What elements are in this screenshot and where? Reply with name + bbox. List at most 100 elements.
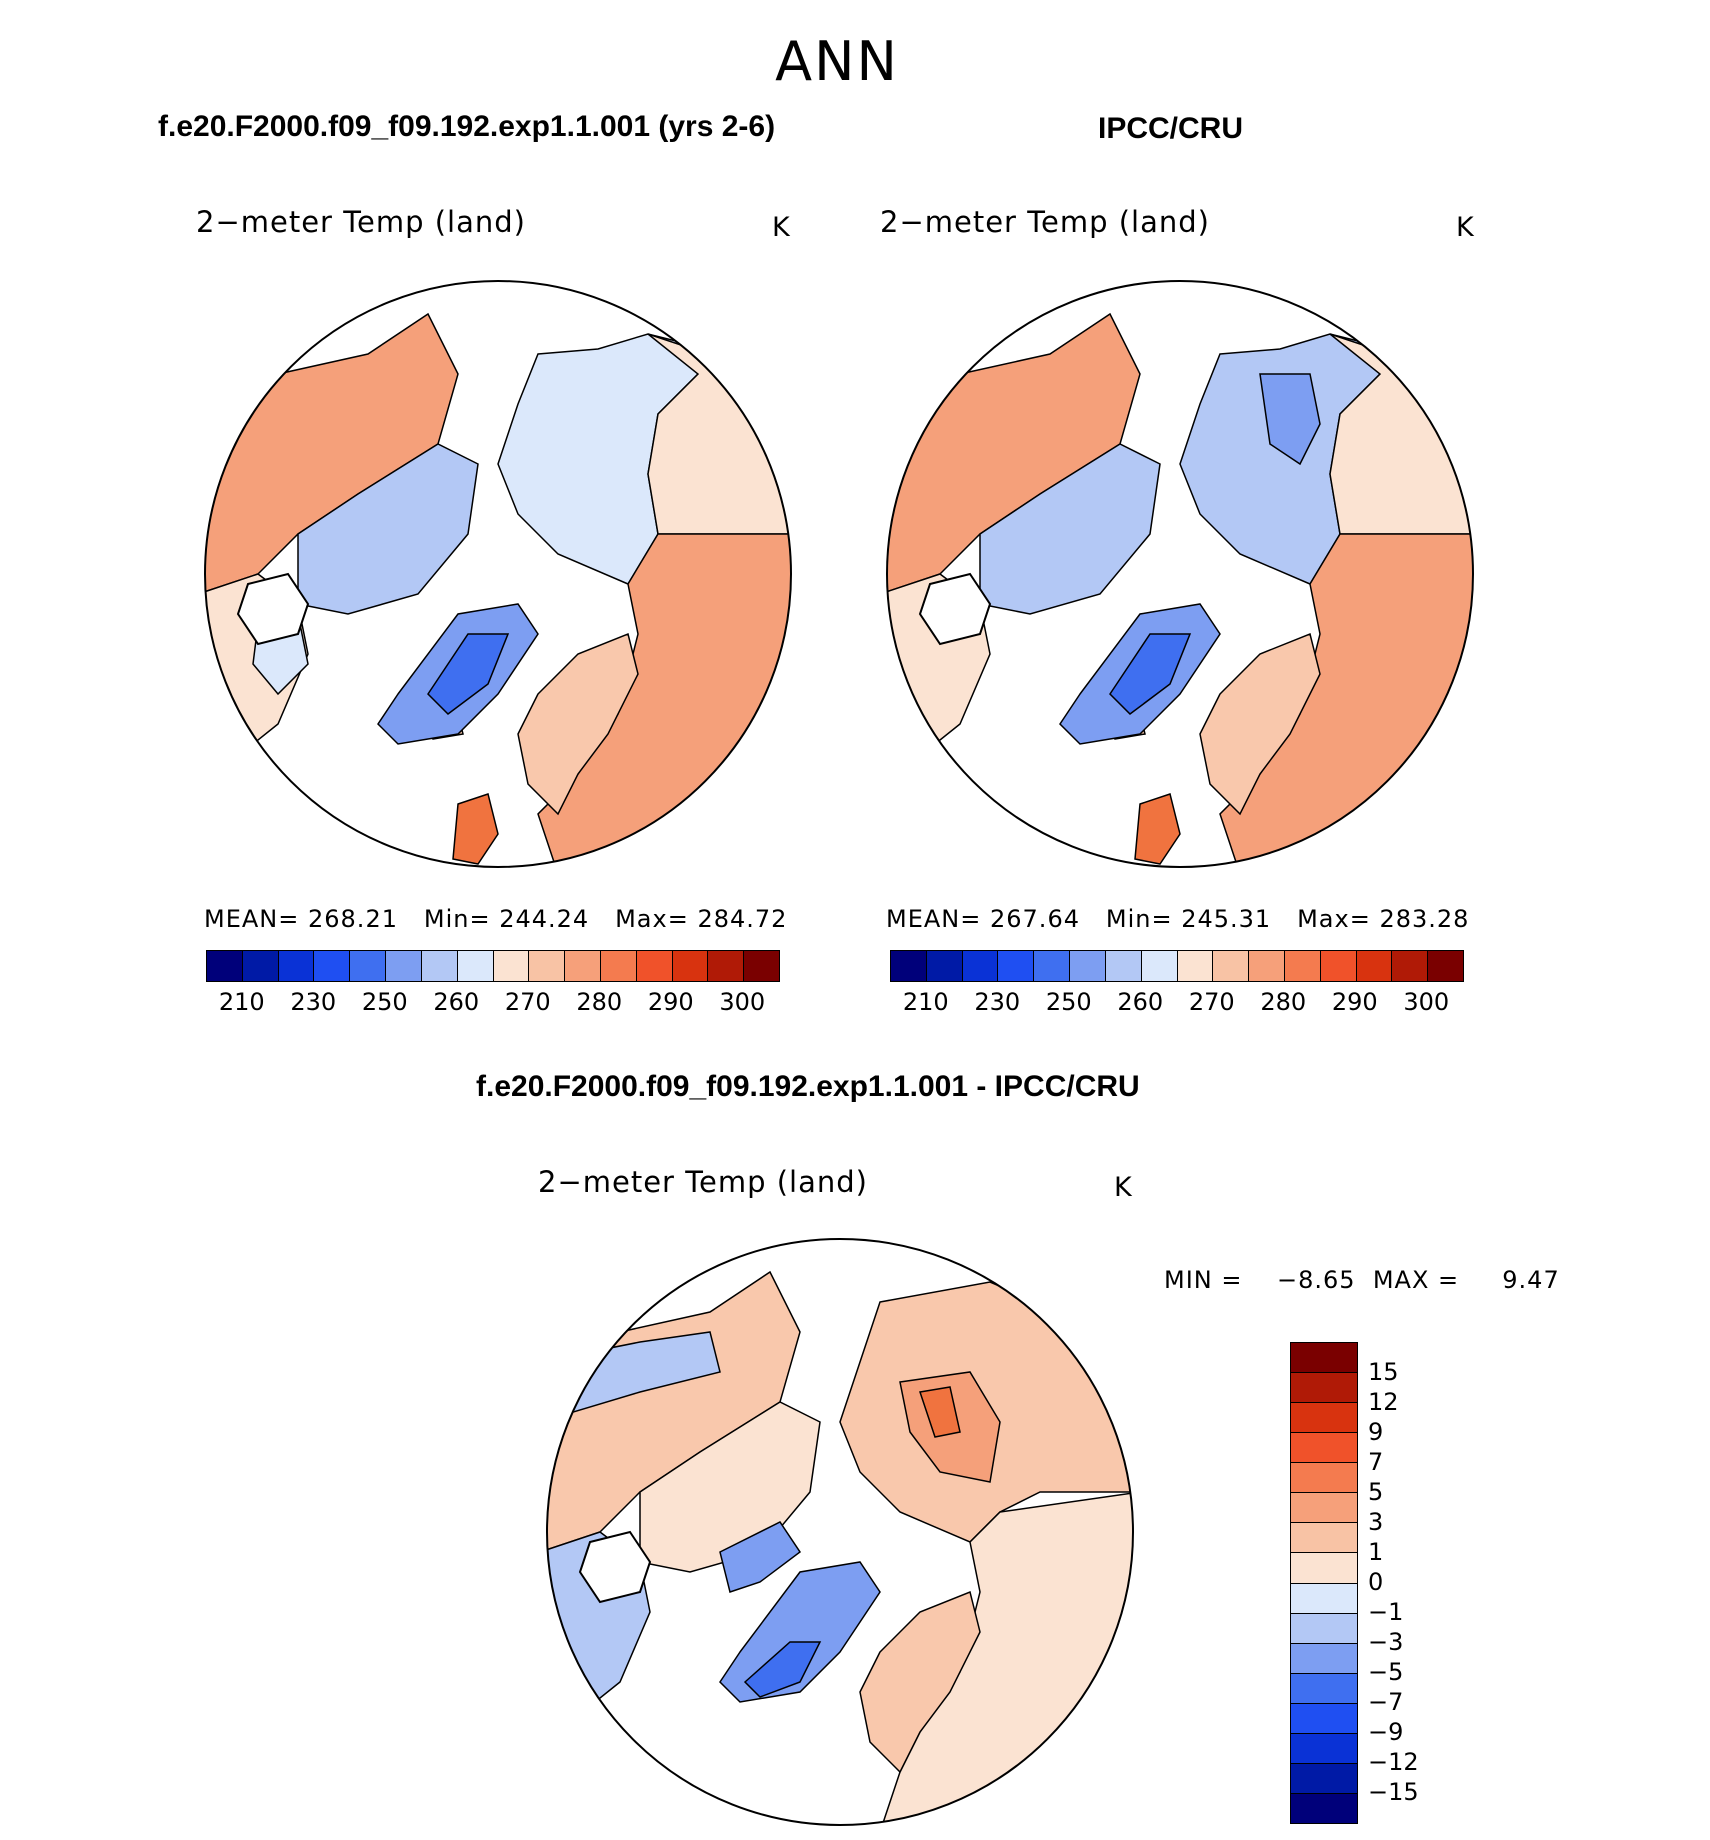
colorbar-swatch [1140, 951, 1177, 981]
colorbar-swatch [1283, 951, 1320, 981]
diff-map-outline [546, 1238, 1134, 1826]
colorbar-swatch [1291, 1492, 1357, 1523]
diff-hudson-bay [578, 1530, 652, 1604]
colorbar-swatch [1291, 1552, 1357, 1583]
obs-hudson-bay [918, 572, 992, 646]
obs-siberia-core [1259, 373, 1321, 466]
colorbar-tick-label: 300 [719, 988, 766, 1016]
colorbar-tick-label: 15 [1368, 1358, 1399, 1386]
model-colorbar-labels: 210 230 250 260 270 280 290 300 [206, 988, 778, 1018]
colorbar-swatch [385, 951, 421, 981]
colorbar-tick-label: −7 [1368, 1688, 1404, 1716]
colorbar-tick-label: 3 [1368, 1508, 1384, 1536]
colorbar-swatch [1291, 1762, 1357, 1793]
colorbar-swatch [528, 951, 565, 981]
obs-case-title: IPCC/CRU [1098, 112, 1244, 145]
model-stats: MEAN= 268.21 Min= 244.24 Max= 284.72 [204, 905, 787, 933]
diff-colorbar-labels: 15 12 9 7 5 3 1 0 −1 −3 −5 −7 −9 −12 −15 [1368, 1342, 1448, 1822]
colorbar-tick-label: 270 [1188, 988, 1235, 1016]
obs-colorbar-labels: 210 230 250 260 270 280 290 300 [890, 988, 1462, 1018]
colorbar-swatch [277, 951, 314, 981]
diff-minmax: MIN = −8.65 MAX = 9.47 [1164, 1266, 1560, 1294]
colorbar-swatch [1291, 1582, 1357, 1613]
colorbar-swatch [349, 951, 386, 981]
diff-colorbar [1290, 1342, 1358, 1824]
colorbar-swatch [707, 951, 744, 981]
colorbar-swatch [1291, 1432, 1357, 1463]
colorbar-swatch [1176, 951, 1213, 981]
colorbar-swatch [313, 951, 350, 981]
model-mean-label: MEAN= [204, 905, 300, 933]
obs-na-cool [979, 443, 1161, 615]
model-mean-value: 268.21 [308, 905, 398, 933]
obs-polar-map [886, 280, 1474, 868]
diff-case-title: f.e20.F2000.f09_f09.192.exp1.1.001 - IPC… [476, 1070, 1140, 1103]
model-na-cool [297, 443, 479, 615]
colorbar-tick-label: 280 [1260, 988, 1307, 1016]
colorbar-tick-label: 210 [902, 988, 949, 1016]
colorbar-tick-label: 270 [504, 988, 551, 1016]
colorbar-swatch [1291, 1732, 1357, 1763]
colorbar-tick-label: 230 [974, 988, 1021, 1016]
model-max-label: Max= [615, 905, 689, 933]
colorbar-swatch [1355, 951, 1392, 981]
colorbar-tick-label: 1 [1368, 1538, 1384, 1566]
colorbar-tick-label: 250 [1045, 988, 1092, 1016]
model-polar-map [204, 280, 792, 868]
colorbar-swatch [1212, 951, 1249, 981]
diff-siberia-core [919, 1386, 961, 1438]
model-hudson-bay [236, 572, 310, 646]
colorbar-swatch [1291, 1372, 1357, 1403]
colorbar-swatch [456, 951, 493, 981]
obs-uk [1134, 793, 1181, 865]
colorbar-swatch [891, 951, 926, 981]
obs-min-label: Min= [1105, 905, 1173, 933]
model-min-value: 244.24 [499, 905, 590, 933]
model-max-value: 284.72 [697, 905, 788, 933]
colorbar-swatch [492, 951, 529, 981]
colorbar-swatch [1291, 1792, 1357, 1823]
colorbar-swatch [1291, 1343, 1357, 1373]
obs-stats: MEAN= 267.64 Min= 245.31 Max= 283.28 [886, 905, 1469, 933]
colorbar-swatch [1291, 1612, 1357, 1643]
colorbar-swatch [420, 951, 457, 981]
colorbar-swatch [564, 951, 600, 981]
obs-colorbar [890, 950, 1464, 982]
colorbar-swatch [1319, 951, 1356, 981]
model-uk [452, 793, 499, 865]
colorbar-tick-label: 280 [576, 988, 623, 1016]
colorbar-tick-label: −15 [1368, 1778, 1419, 1806]
obs-greenland-core [1109, 633, 1192, 715]
obs-max-label: Max= [1297, 905, 1371, 933]
colorbar-tick-label: 5 [1368, 1478, 1384, 1506]
colorbar-tick-label: 250 [361, 988, 408, 1016]
model-colorbar [206, 950, 780, 982]
model-variable-label: 2−meter Temp (land) [196, 205, 526, 239]
colorbar-tick-label: −12 [1368, 1748, 1419, 1776]
colorbar-tick-label: 210 [218, 988, 265, 1016]
colorbar-swatch [997, 951, 1034, 981]
colorbar-tick-label: 0 [1368, 1568, 1384, 1596]
colorbar-swatch [1291, 1402, 1357, 1433]
colorbar-swatch [1291, 1702, 1357, 1733]
colorbar-swatch [1104, 951, 1141, 981]
colorbar-swatch [1248, 951, 1284, 981]
colorbar-tick-label: 260 [1117, 988, 1164, 1016]
model-units-label: K [772, 212, 790, 243]
diff-units-label: K [1114, 1172, 1132, 1203]
colorbar-swatch [1291, 1672, 1357, 1703]
colorbar-swatch [1291, 1642, 1357, 1673]
colorbar-tick-label: 260 [433, 988, 480, 1016]
colorbar-tick-label: −3 [1368, 1628, 1404, 1656]
diff-greenland-core [743, 1641, 822, 1698]
colorbar-tick-label: 12 [1368, 1388, 1399, 1416]
model-min-label: Min= [423, 905, 491, 933]
colorbar-swatch [1391, 951, 1428, 981]
colorbar-tick-label: 230 [290, 988, 337, 1016]
diff-greenland [719, 1561, 881, 1703]
obs-min-value: 245.31 [1181, 905, 1272, 933]
diff-max-label: MAX = [1372, 1266, 1460, 1294]
diff-canada-islands [719, 1521, 802, 1593]
colorbar-tick-label: −1 [1368, 1598, 1404, 1626]
colorbar-tick-label: 7 [1368, 1448, 1384, 1476]
